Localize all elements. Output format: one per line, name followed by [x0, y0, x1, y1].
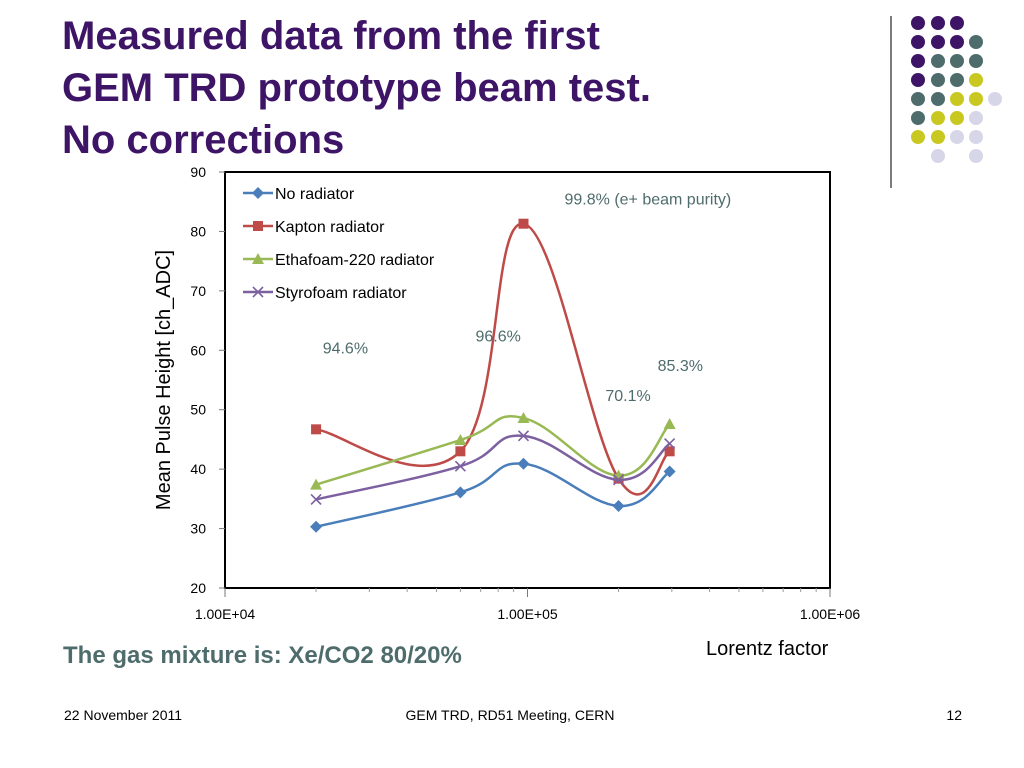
- data-point: [664, 438, 676, 450]
- data-point: [612, 474, 625, 486]
- y-tick-label: 50: [190, 402, 206, 418]
- data-point: [663, 465, 676, 478]
- data-point: [517, 430, 530, 442]
- decorative-dot: [969, 54, 983, 68]
- decorative-dot: [911, 130, 925, 144]
- decorative-dot: [950, 92, 964, 106]
- decorative-dot: [950, 130, 964, 144]
- decorative-dot: [969, 35, 983, 49]
- decorative-dot: [988, 92, 1002, 106]
- decorative-dot: [931, 73, 945, 87]
- gas-mixture-note: The gas mixture is: Xe/CO2 80/20%: [63, 642, 462, 669]
- decorative-dot: [950, 73, 964, 87]
- y-tick-label: 30: [190, 521, 206, 537]
- legend-label: Styrofoam radiator: [275, 285, 407, 302]
- decorative-dot: [911, 16, 925, 30]
- decorative-dot: [950, 111, 964, 125]
- data-point: [454, 434, 467, 446]
- purity-annotation: 94.6%: [323, 340, 368, 357]
- legend-marker: [252, 286, 264, 298]
- data-point: [664, 446, 675, 457]
- slide-title-line: GEM TRD prototype beam test.: [62, 66, 651, 110]
- y-axis-label: Mean Pulse Height [ch_ADC]: [153, 250, 175, 510]
- data-point: [310, 478, 323, 490]
- legend-label: Ethafoam-220 radiator: [275, 252, 435, 269]
- decorative-dot: [969, 73, 983, 87]
- decorative-dot: [931, 35, 945, 49]
- decorative-dot: [911, 35, 925, 49]
- data-point: [454, 486, 467, 499]
- y-tick-label: 90: [190, 164, 206, 180]
- decorative-divider: [890, 16, 892, 188]
- decorative-dot: [911, 73, 925, 87]
- data-point: [518, 218, 529, 229]
- data-point: [310, 520, 323, 533]
- data-point: [517, 457, 530, 470]
- slide-title-line: Measured data from the first: [62, 14, 600, 58]
- footer-center: GEM TRD, RD51 Meeting, CERN: [405, 707, 615, 723]
- x-tick-label: 1.00E+06: [800, 606, 861, 622]
- decorative-dot: [911, 54, 925, 68]
- data-point: [310, 493, 322, 506]
- decorative-dot: [969, 92, 983, 106]
- decorative-dot: [931, 111, 945, 125]
- y-tick-label: 80: [190, 223, 206, 239]
- page-number: 12: [946, 707, 962, 723]
- legend-label: No radiator: [275, 186, 355, 203]
- decorative-dot: [969, 111, 983, 125]
- slide-title-line: No corrections: [62, 118, 345, 162]
- legend-marker: [253, 221, 263, 231]
- x-tick-label: 1.00E+05: [497, 606, 558, 622]
- decorative-dot-grid: [911, 16, 1002, 163]
- pulse-height-chart: 20 30 40 50 60 70 80 90 1.00E+04 1.00E+05 1.00E+06…: [153, 164, 861, 622]
- data-point: [455, 446, 466, 457]
- data-point: [612, 499, 625, 512]
- decorative-dot: [911, 92, 925, 106]
- purity-annotation: 85.3%: [658, 358, 703, 375]
- legend-label: Kapton radiator: [275, 219, 385, 236]
- decorative-dot: [931, 16, 945, 30]
- data-point: [517, 412, 530, 424]
- legend-marker: [252, 187, 264, 199]
- series-line: [315, 434, 671, 501]
- decorative-dot: [911, 111, 925, 125]
- footer-date: 22 November 2011: [64, 707, 183, 723]
- purity-annotation: 70.1%: [605, 388, 650, 405]
- decorative-dot: [931, 130, 945, 144]
- decorative-dot: [969, 149, 983, 163]
- x-axis-label: Lorentz factor: [706, 638, 829, 660]
- decorative-dot: [950, 35, 964, 49]
- decorative-dot: [950, 16, 964, 30]
- data-point: [454, 460, 466, 472]
- purity-annotation: 96.6%: [475, 328, 520, 345]
- data-point: [663, 417, 676, 429]
- legend-marker: [252, 253, 264, 264]
- y-tick-label: 70: [190, 283, 206, 299]
- decorative-dot: [969, 130, 983, 144]
- y-tick-label: 40: [190, 461, 206, 477]
- decorative-dot: [931, 54, 945, 68]
- decorative-dot: [931, 92, 945, 106]
- y-tick-label: 20: [190, 580, 206, 596]
- decorative-dot: [950, 54, 964, 68]
- slide-title: Measured data from the first GEM TRD pro…: [62, 10, 651, 166]
- decorative-dot: [931, 149, 945, 163]
- y-tick-label: 60: [190, 342, 206, 358]
- x-tick-label: 1.00E+04: [195, 606, 256, 622]
- purity-annotation: 99.8% (e+ beam purity): [565, 192, 732, 209]
- data-point: [311, 424, 322, 435]
